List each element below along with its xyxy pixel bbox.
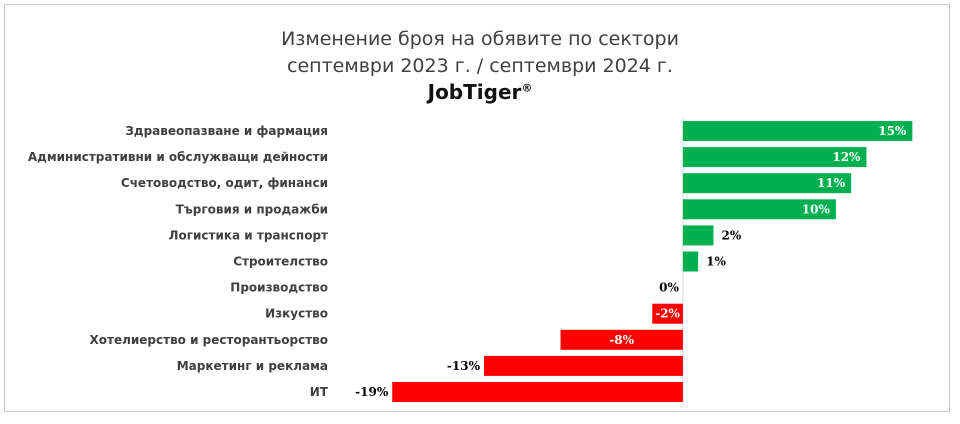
value-label: 15%	[878, 124, 907, 138]
value-label: 2%	[721, 228, 741, 242]
category-label: Административни и обслужващи дейности	[28, 150, 328, 164]
value-label: -8%	[609, 333, 634, 347]
value-label: 0%	[659, 281, 679, 295]
bar	[392, 382, 683, 402]
bar	[683, 252, 698, 272]
value-label: 11%	[817, 176, 846, 190]
value-label: 12%	[832, 150, 861, 164]
value-label: 1%	[706, 255, 726, 269]
category-label: Логистика и транспорт	[169, 228, 329, 242]
bar	[683, 225, 714, 245]
bar	[484, 356, 683, 376]
category-label: Изкуство	[265, 307, 328, 321]
value-label: -13%	[447, 359, 481, 373]
value-label: -19%	[355, 385, 389, 399]
category-label: Счетоводство, одит, финанси	[121, 176, 328, 190]
category-label: ИТ	[310, 385, 329, 399]
category-label: Маркетинг и реклама	[177, 359, 328, 373]
category-label: Хотелиерство и ресторантьорство	[90, 333, 329, 347]
value-label: 10%	[802, 202, 831, 216]
category-label: Здравеопазване и фармация	[125, 124, 328, 138]
category-label: Строителство	[233, 255, 328, 269]
category-label: Търговия и продажби	[176, 202, 328, 216]
category-label: Производство	[230, 281, 328, 295]
value-label: -2%	[655, 307, 680, 321]
